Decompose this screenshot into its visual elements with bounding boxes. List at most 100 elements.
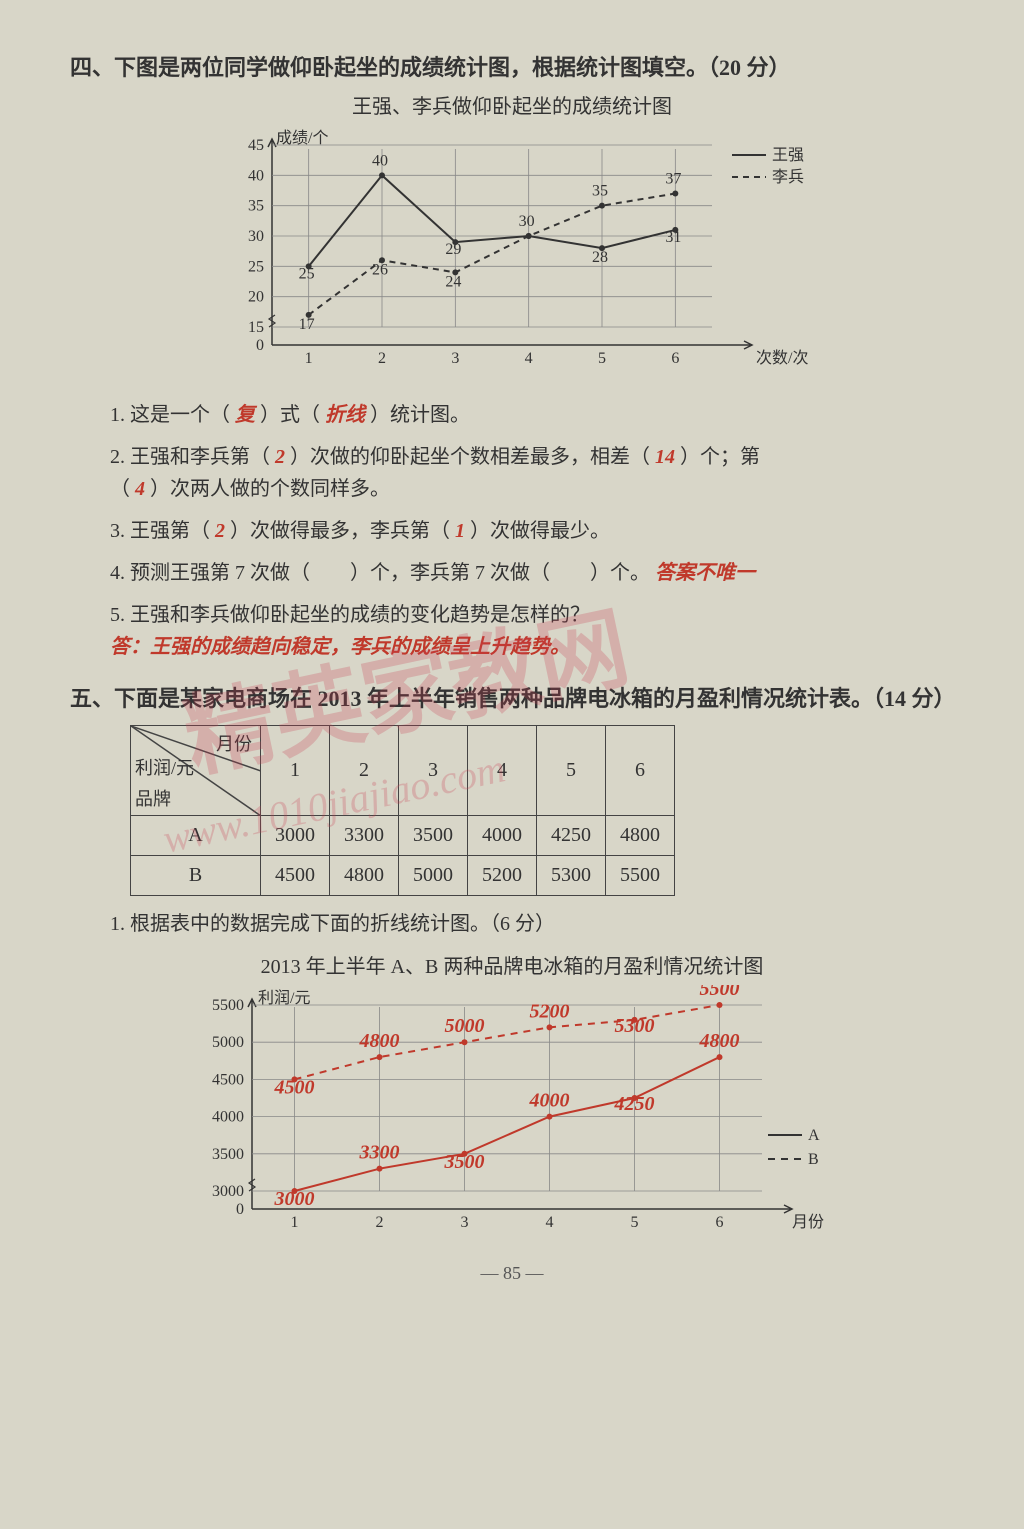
q4-5-answer: 答：王强的成绩趋向稳定，李兵的成绩呈上升趋势。: [110, 636, 570, 658]
q4-4-note: 答案不唯一: [655, 562, 755, 584]
table-col-header: 4: [468, 726, 537, 816]
q4-4-text: 4. 预测王强第 7 次做（ ）个，李兵第 7 次做（ ）个。: [110, 562, 650, 584]
svg-text:40: 40: [372, 152, 388, 169]
svg-text:4000: 4000: [212, 1109, 244, 1126]
table-col-header: 2: [330, 726, 399, 816]
svg-text:月份: 月份: [792, 1213, 824, 1231]
svg-text:29: 29: [445, 241, 461, 258]
svg-text:次数/次: 次数/次: [756, 349, 808, 367]
svg-text:26: 26: [372, 261, 388, 278]
svg-text:3000: 3000: [212, 1183, 244, 1200]
section4-title: 四、下图是两位同学做仰卧起坐的成绩统计图，根据统计图填空。（20 分）: [70, 50, 954, 82]
svg-text:4250: 4250: [614, 1093, 655, 1115]
q4-3-c: ）次做得最少。: [470, 520, 610, 542]
q4-1-ans-b: 折线: [325, 404, 365, 426]
table-col-header: 6: [606, 726, 675, 816]
table-cell: 4250: [537, 816, 606, 856]
section5-title: 五、下面是某家电商场在 2013 年上半年销售两种品牌电冰箱的月盈利情况统计表。…: [70, 681, 954, 713]
table-cell: 4800: [606, 816, 675, 856]
svg-text:4500: 4500: [212, 1071, 244, 1088]
chart2-title: 2013 年上半年 A、B 两种品牌电冰箱的月盈利情况统计图: [70, 950, 954, 979]
table-cell: 5300: [537, 856, 606, 896]
svg-text:5: 5: [598, 350, 606, 367]
svg-text:成绩/个: 成绩/个: [276, 129, 328, 147]
svg-text:31: 31: [665, 229, 681, 246]
svg-text:0: 0: [236, 1201, 244, 1218]
svg-text:15: 15: [248, 319, 264, 336]
q4-2-ans-b: 14: [655, 446, 675, 468]
svg-text:5500: 5500: [700, 985, 740, 1000]
table-cell: 4000: [468, 816, 537, 856]
svg-text:5500: 5500: [212, 997, 244, 1014]
svg-text:3: 3: [461, 1214, 469, 1231]
chart1-title: 王强、李兵做仰卧起坐的成绩统计图: [70, 90, 954, 119]
svg-text:2: 2: [378, 350, 386, 367]
q4-2-d: （: [110, 478, 130, 500]
svg-text:25: 25: [248, 258, 264, 275]
svg-text:4: 4: [546, 1214, 554, 1231]
svg-text:30: 30: [519, 213, 535, 230]
svg-text:4800: 4800: [699, 1030, 740, 1052]
svg-text:B: B: [808, 1151, 819, 1168]
q4-1-ans-a: 复: [235, 404, 255, 426]
svg-text:5: 5: [631, 1214, 639, 1231]
svg-text:17: 17: [299, 316, 315, 333]
table-cell: 5000: [399, 856, 468, 896]
q4-4: 4. 预测王强第 7 次做（ ）个，李兵第 7 次做（ ）个。 答案不唯一: [110, 557, 954, 589]
svg-text:5200: 5200: [530, 1000, 570, 1022]
q4-2-ans-a: 2: [275, 446, 285, 468]
table-cell: 5200: [468, 856, 537, 896]
svg-text:0: 0: [256, 337, 264, 354]
q4-2-a: 2. 王强和李兵第（: [110, 446, 270, 468]
chart2-wrap: 0300035004000450050005500123456利润/元月份300…: [70, 985, 954, 1245]
q4-3-a: 3. 王强第（: [110, 520, 210, 542]
svg-text:35: 35: [592, 183, 608, 200]
svg-text:3500: 3500: [444, 1151, 485, 1173]
table-cell: 3500: [399, 816, 468, 856]
q4-2-ans-c: 4: [135, 478, 145, 500]
svg-text:王强: 王强: [772, 147, 804, 164]
q4-1-b: ）式（: [260, 404, 320, 426]
svg-text:4000: 4000: [529, 1090, 570, 1112]
chart1-svg: 015202530354045123456成绩/个次数/次25402930283…: [202, 125, 822, 385]
table-cell: 3300: [330, 816, 399, 856]
svg-text:40: 40: [248, 167, 264, 184]
svg-text:4800: 4800: [359, 1030, 400, 1052]
svg-text:25: 25: [299, 265, 315, 282]
svg-text:5000: 5000: [212, 1034, 244, 1051]
q4-1-c: ）统计图。: [370, 404, 470, 426]
svg-text:4500: 4500: [274, 1076, 315, 1098]
svg-text:李兵: 李兵: [772, 168, 804, 186]
svg-text:4: 4: [525, 350, 533, 367]
svg-text:37: 37: [665, 171, 681, 188]
table-cell: 4500: [261, 856, 330, 896]
q4-3: 3. 王强第（ 2 ）次做得最多，李兵第（ 1 ）次做得最少。: [110, 515, 954, 547]
page-number: — 85 —: [70, 1263, 954, 1284]
table-cell: 4800: [330, 856, 399, 896]
table-corner: 月份利润/元品牌: [131, 726, 261, 816]
svg-text:30: 30: [248, 228, 264, 245]
table-row-label: B: [131, 856, 261, 896]
q5-1: 1. 根据表中的数据完成下面的折线统计图。（6 分）: [110, 908, 954, 940]
svg-text:1: 1: [305, 350, 313, 367]
table-col-header: 3: [399, 726, 468, 816]
svg-text:利润/元: 利润/元: [258, 989, 310, 1007]
table-wrap: 月份利润/元品牌123456A300033003500400042504800B…: [130, 725, 954, 896]
q4-3-ans-b: 1: [455, 520, 465, 542]
table-cell: 5500: [606, 856, 675, 896]
svg-text:3000: 3000: [274, 1188, 315, 1210]
q4-2-c: ）个；第: [680, 446, 760, 468]
q4-5: 5. 王强和李兵做仰卧起坐的成绩的变化趋势是怎样的？ 答：王强的成绩趋向稳定，李…: [110, 599, 954, 663]
table-col-header: 1: [261, 726, 330, 816]
svg-text:3300: 3300: [359, 1142, 400, 1164]
svg-text:A: A: [808, 1127, 820, 1144]
table-row-label: A: [131, 816, 261, 856]
svg-text:28: 28: [592, 249, 608, 266]
q4-3-b: ）次做得最多，李兵第（: [230, 520, 450, 542]
q4-1-a: 1. 这是一个（: [110, 404, 230, 426]
svg-text:20: 20: [248, 289, 264, 306]
q4-2-e: ）次两人做的个数同样多。: [150, 478, 390, 500]
svg-text:1: 1: [291, 1214, 299, 1231]
q4-2-b: ）次做的仰卧起坐个数相差最多，相差（: [290, 446, 650, 468]
svg-text:3500: 3500: [212, 1146, 244, 1163]
